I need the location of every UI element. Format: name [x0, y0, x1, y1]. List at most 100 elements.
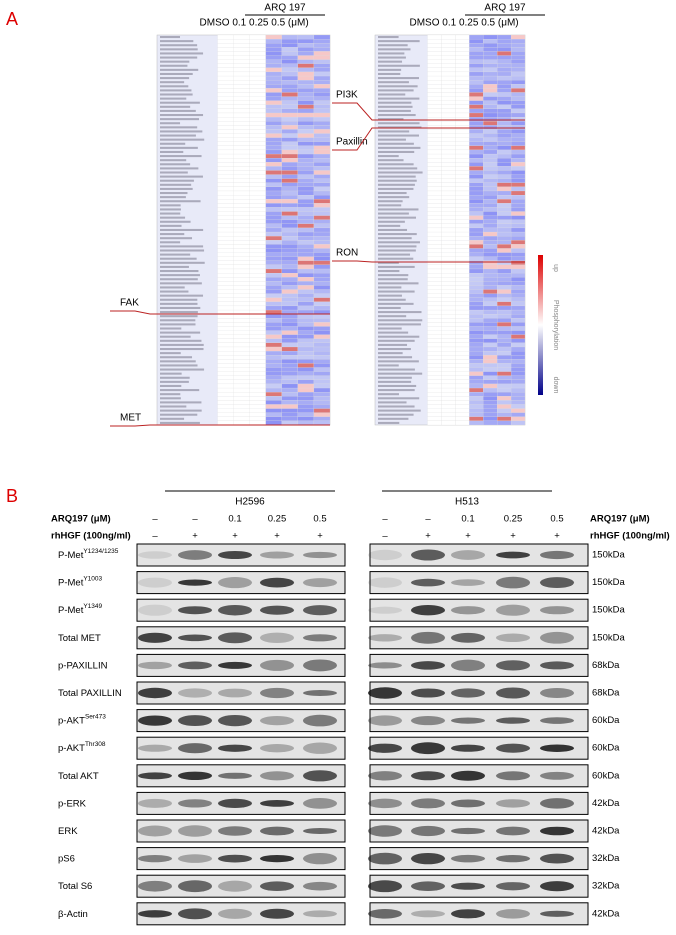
band	[496, 909, 530, 919]
heatmap-cell	[313, 277, 331, 282]
heatmap-cell	[249, 392, 266, 397]
heatmap-cell	[233, 240, 250, 245]
row-label	[160, 348, 204, 351]
row-label	[160, 44, 198, 47]
band	[303, 770, 337, 782]
heatmap-cell	[510, 322, 526, 327]
heatmap-cell	[233, 301, 250, 307]
row-label	[378, 302, 414, 305]
heatmap-cell	[510, 178, 526, 183]
heatmap-cell	[483, 297, 498, 302]
heatmap-cell	[313, 240, 331, 245]
heatmap-cell	[441, 387, 456, 393]
heatmap-cell	[313, 379, 331, 385]
heatmap-cell	[483, 117, 498, 122]
heatmap-cell	[233, 108, 250, 114]
row-label	[160, 150, 184, 153]
heatmap-cell	[281, 166, 298, 171]
heatmap-cell	[297, 236, 315, 241]
row-label	[160, 183, 192, 186]
band	[368, 852, 402, 865]
heatmap-cell	[455, 281, 470, 286]
heatmap-cell	[497, 231, 512, 237]
heatmap-cell	[469, 145, 484, 151]
heatmap-cell	[313, 203, 331, 208]
heatmap-cell	[427, 84, 442, 89]
heatmap-cell	[297, 195, 315, 200]
heatmap-cell	[497, 104, 512, 109]
row-label	[378, 126, 422, 129]
heatmap-cell	[281, 416, 298, 421]
heatmap-cell	[265, 67, 282, 73]
band	[303, 659, 337, 672]
row-label	[160, 179, 194, 182]
heatmap-cell	[281, 88, 298, 93]
heatmap-cell	[441, 309, 456, 315]
heatmap-cell	[233, 96, 250, 101]
heatmap-cell	[281, 268, 298, 274]
heatmap-cell	[497, 71, 512, 77]
heatmap-cell	[441, 108, 456, 114]
heatmap-cell	[217, 71, 234, 77]
row-label	[160, 40, 194, 43]
heatmap-cell	[297, 248, 315, 253]
heatmap-cell	[281, 412, 298, 417]
heatmap-cell	[427, 182, 442, 187]
row-label	[160, 286, 185, 289]
heatmap-cell	[297, 346, 315, 352]
heatmap-cell	[233, 346, 250, 352]
heatmap-cell	[217, 186, 234, 192]
heatmap-cell	[233, 277, 250, 282]
heatmap-cell	[510, 326, 526, 331]
heatmap-cell	[313, 108, 331, 114]
heatmap-cell	[427, 318, 442, 323]
heatmap-cell	[297, 153, 315, 159]
heatmap-cell	[217, 199, 234, 204]
row-label	[378, 261, 399, 264]
heatmap-cell	[427, 285, 442, 290]
heatmap-cell	[427, 96, 442, 101]
row-label	[160, 93, 193, 96]
band	[260, 908, 294, 919]
heatmap-cell	[249, 166, 266, 171]
heatmap-cell	[455, 231, 470, 237]
heatmap-cell	[455, 92, 470, 97]
heatmap-cell	[483, 145, 498, 151]
heatmap-cell	[469, 236, 484, 241]
lane-value: +	[192, 531, 198, 542]
heatmap-cell	[249, 326, 266, 331]
heatmap-cell	[281, 289, 298, 294]
heatmap-cell	[217, 51, 234, 56]
heatmap-cell	[265, 166, 282, 171]
heatmap-cell	[441, 301, 456, 307]
heatmap-cell	[497, 240, 512, 245]
row-label	[378, 249, 416, 252]
heatmap-cell	[297, 314, 315, 319]
heatmap-cell	[233, 396, 250, 401]
lane-value: 0.25	[504, 514, 523, 525]
heatmap-cell	[249, 96, 266, 101]
heatmap-cell	[483, 207, 498, 212]
heatmap-cell	[483, 268, 498, 274]
lane-value: +	[465, 531, 471, 542]
heatmap-cell	[497, 162, 512, 167]
heatmap-cell	[455, 322, 470, 327]
heatmap-cell	[249, 203, 266, 208]
heatmap-cell	[281, 104, 298, 109]
band	[218, 604, 252, 616]
heatmap-cell	[441, 338, 456, 343]
heatmap-cell	[483, 408, 498, 413]
row-label	[378, 114, 416, 117]
heatmap-cell	[265, 174, 282, 179]
callout-line	[332, 127, 525, 151]
heatmap-cell	[281, 39, 298, 44]
band	[451, 717, 485, 724]
heatmap-cell	[483, 363, 498, 368]
callout-line	[110, 310, 330, 315]
heatmap-cell	[427, 371, 442, 376]
heatmap-cell	[233, 338, 250, 343]
heatmap-cell	[427, 141, 442, 146]
row-label	[378, 134, 420, 137]
heatmap-cell	[313, 318, 331, 323]
heatmap-cell	[455, 273, 470, 278]
